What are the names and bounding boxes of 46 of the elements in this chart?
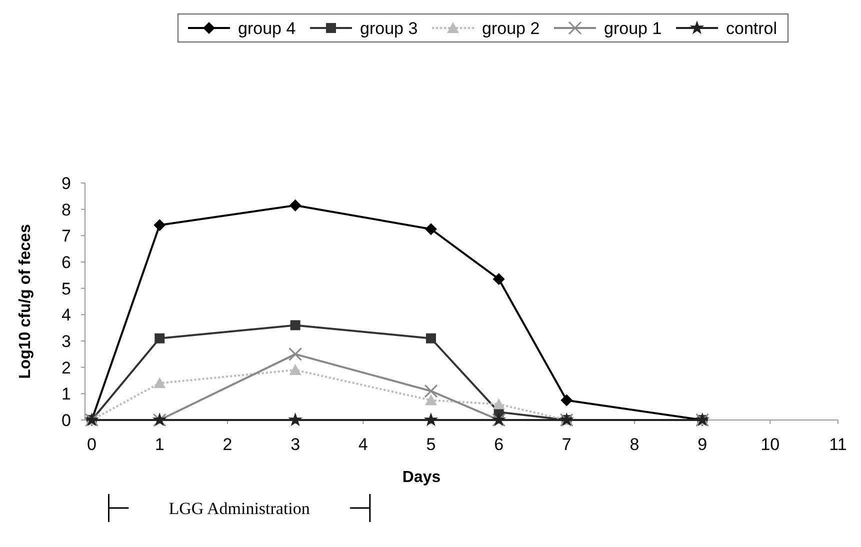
legend-label: group 2 (482, 19, 540, 38)
point (424, 384, 438, 398)
point (288, 347, 302, 361)
x-tick-label: 2 (222, 435, 232, 454)
y-tick-label: 8 (62, 200, 71, 220)
point (289, 199, 302, 212)
y-tick-label: 9 (62, 174, 71, 193)
point (290, 320, 300, 330)
x-axis-title: Days (402, 469, 441, 486)
point (154, 377, 166, 388)
point (424, 394, 437, 406)
point (424, 223, 437, 236)
point (154, 219, 166, 232)
x-tick-label: 7 (562, 435, 572, 454)
y-tick-label: 4 (62, 306, 71, 325)
y-tick-label: 0 (62, 411, 71, 430)
legend-label: group 3 (360, 19, 418, 38)
point (424, 412, 438, 426)
y-axis-title: Log10 cfu/g of feces (17, 224, 34, 379)
legend-label: group 1 (604, 19, 662, 38)
point (154, 333, 165, 344)
point (492, 398, 505, 410)
x-tick-label: 6 (494, 435, 504, 454)
point (426, 333, 436, 344)
x-tick-label: 11 (829, 435, 847, 454)
legend-label: group 4 (238, 19, 296, 38)
y-tick-label: 6 (62, 253, 71, 272)
x-tick-label: 10 (760, 435, 780, 454)
y-tick-label: 1 (62, 384, 71, 404)
x-tick-label: 4 (358, 435, 368, 454)
point (289, 364, 302, 375)
point (492, 273, 505, 286)
y-tick-label: 5 (62, 279, 71, 298)
x-tick-label: 0 (87, 435, 97, 454)
text: LGG Administration (168, 499, 310, 518)
y-tick-label: 3 (62, 332, 71, 351)
point (560, 394, 573, 406)
y-tick-label: 2 (62, 358, 71, 378)
legend-label: control (726, 19, 778, 38)
point (288, 412, 302, 426)
x-tick-label: 9 (698, 435, 708, 454)
x-tick-label: 8 (630, 435, 640, 454)
x-tick-label: 1 (154, 435, 164, 454)
x-tick-label: 3 (290, 435, 300, 454)
y-tick-label: 7 (62, 226, 71, 246)
x-tick-label: 5 (426, 435, 436, 454)
